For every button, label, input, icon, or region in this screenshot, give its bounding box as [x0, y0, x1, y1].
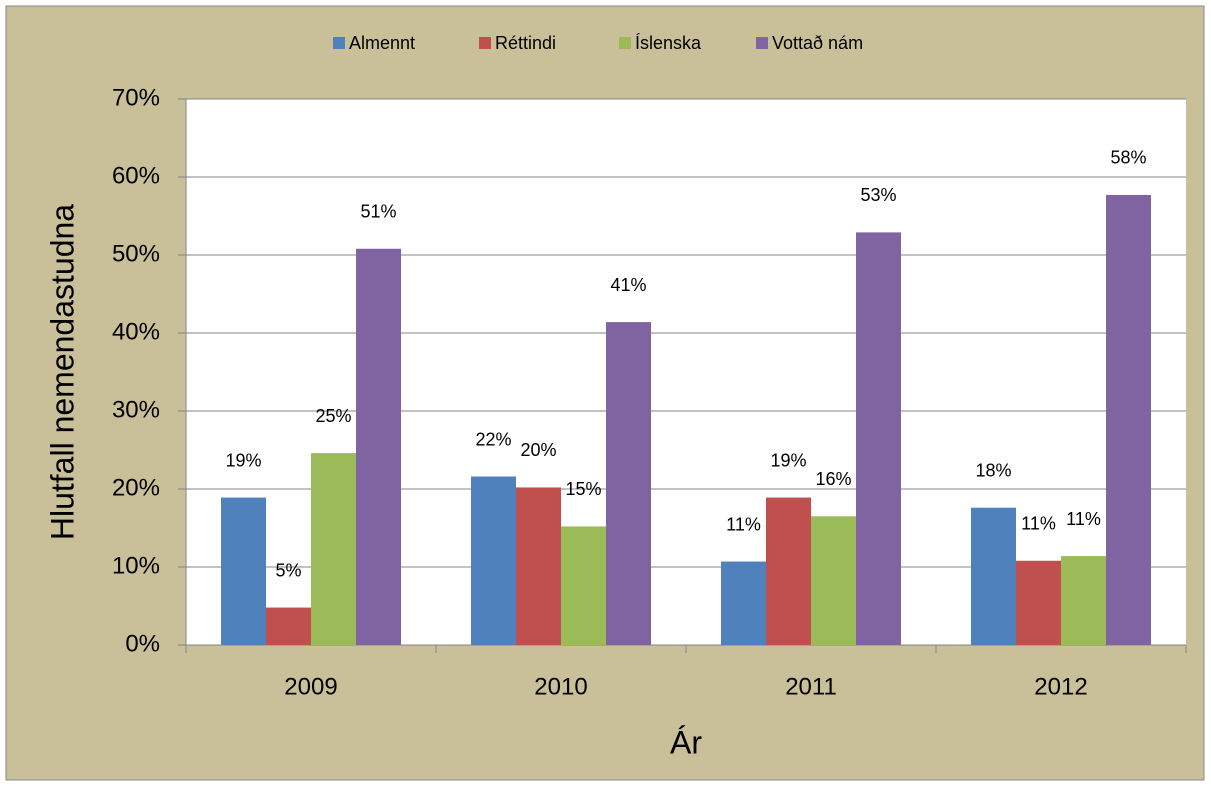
bar	[606, 322, 651, 645]
data-label: 15%	[565, 479, 601, 499]
data-label: 58%	[1110, 148, 1146, 168]
legend-swatch	[333, 37, 345, 49]
y-tick-label: 20%	[112, 474, 160, 501]
y-tick-label: 40%	[112, 318, 160, 345]
x-axis-title: Ár	[670, 724, 702, 760]
data-label: 19%	[225, 450, 261, 470]
data-label: 51%	[360, 202, 396, 222]
legend-label: Réttindi	[495, 33, 556, 53]
legend-label: Almennt	[349, 33, 415, 53]
legend-swatch	[756, 37, 768, 49]
y-tick-label: 60%	[112, 162, 160, 189]
data-label: 19%	[770, 450, 806, 470]
bar	[311, 453, 356, 645]
x-tick-label: 2010	[534, 673, 587, 700]
legend-swatch	[479, 37, 491, 49]
y-tick-label: 50%	[112, 240, 160, 267]
data-label: 53%	[860, 185, 896, 205]
bar	[471, 476, 516, 645]
y-tick-label: 10%	[112, 552, 160, 579]
data-label: 25%	[315, 406, 351, 426]
data-label: 11%	[726, 514, 761, 534]
bar	[1016, 560, 1061, 645]
data-label: 11%	[1021, 514, 1056, 534]
legend-swatch	[619, 37, 631, 49]
bar	[721, 561, 766, 645]
y-tick-label: 0%	[125, 630, 160, 657]
data-label: 11%	[1066, 509, 1101, 529]
data-label: 18%	[975, 460, 1011, 480]
y-axis-title: Hlutfall nemendastudna	[44, 204, 80, 540]
data-label: 41%	[610, 275, 646, 295]
x-tick-label: 2009	[284, 673, 337, 700]
y-tick-label: 30%	[112, 396, 160, 423]
bar	[1061, 556, 1106, 645]
bar	[766, 497, 811, 645]
bar	[221, 497, 266, 645]
x-tick-label: 2011	[785, 673, 837, 700]
bar	[1106, 194, 1151, 645]
bar	[811, 516, 856, 645]
legend-label: Vottað nám	[772, 33, 863, 53]
bar	[971, 507, 1016, 645]
data-label: 5%	[275, 560, 301, 580]
data-label: 22%	[475, 429, 511, 449]
bar	[561, 526, 606, 645]
bar	[356, 248, 401, 645]
data-label: 20%	[520, 440, 556, 460]
y-tick-label: 70%	[112, 84, 160, 111]
x-tick-label: 2012	[1034, 673, 1087, 700]
bar	[266, 607, 311, 645]
legend-label: Íslenska	[635, 33, 702, 53]
data-label: 16%	[815, 469, 851, 489]
bar	[856, 232, 901, 645]
bar	[516, 487, 561, 645]
